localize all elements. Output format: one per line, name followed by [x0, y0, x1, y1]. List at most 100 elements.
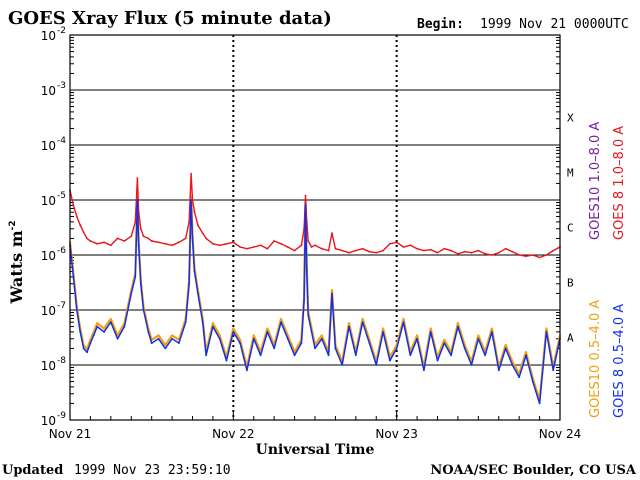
series-goes8-short-line-point [327, 354, 330, 357]
series-goes8-short-line-point [300, 342, 303, 344]
series-goes8-short-line-point [307, 314, 310, 317]
data-series [68, 172, 562, 405]
y-axis-label-text: Watts m [7, 230, 26, 304]
series-goes8-long-line-point [239, 246, 242, 248]
series-goes8-short-line-point [429, 331, 432, 333]
series-goes10-short-line-point [361, 318, 364, 320]
series-goes10-short-line-point [280, 318, 282, 320]
y-tick-label: 10 [41, 194, 56, 208]
series-goes8-short-line-point [305, 270, 308, 273]
series-goes10-short-line-point [239, 338, 242, 341]
series-goes8-long-line-point [436, 251, 439, 254]
series-goes8-short-line-point [361, 321, 364, 324]
series-goes8-long-line-point [96, 242, 99, 245]
series-goes8-short-line-point [201, 321, 204, 324]
series-goes8-short-line-point [205, 354, 208, 357]
series-goes8-short-line-point [304, 204, 307, 207]
x-tick-label: Nov 21 [49, 427, 92, 441]
series-goes8-short-line-point [293, 354, 296, 357]
series-goes10-short-line-point [157, 334, 160, 337]
series-goes8-short-line-point [197, 292, 199, 295]
series-goes8-short-line-point [139, 282, 142, 285]
series-goes8-long-line-point [190, 172, 193, 175]
series-goes10-short-line [68, 195, 562, 402]
series-goes8-short-line-point [142, 309, 145, 311]
series-goes8-short-line-point [334, 347, 337, 350]
series-goes8-long-line-point [334, 247, 337, 250]
x-tick-label: Nov 24 [539, 427, 582, 441]
series-goes8-long-line-point [201, 232, 204, 235]
series-goes8-long-line-point [225, 242, 228, 245]
series-goes8-short-line-point [225, 359, 228, 362]
series-goes8-short-line-point [72, 276, 75, 278]
series-goes10-short-line-point [171, 334, 174, 337]
series-goes8-long-line-point [545, 254, 548, 256]
series-goes8-short-line-point [246, 369, 248, 372]
series-goes8-short-line-point [531, 380, 534, 383]
legend-long: GOES10 1.0–8.0 A [588, 122, 603, 240]
begin-label: Begin: [417, 17, 464, 32]
series-goes8-short-line-point [320, 337, 323, 340]
series-goes8-long-line-point [389, 242, 391, 245]
y-tick-exponent: -8 [57, 356, 66, 366]
flare-class-b: B [567, 277, 574, 290]
y-tick-label: 10 [41, 84, 56, 98]
series-goes8-short-line-point [150, 342, 153, 344]
series-goes8-short-line-point [382, 331, 384, 333]
series-goes8-long-line-point [538, 256, 541, 259]
series-goes8-long-line-point [86, 237, 88, 240]
flare-class-x: X [567, 112, 574, 125]
series-goes8-long-line-point [273, 240, 276, 242]
series-goes8-short-line-point [191, 237, 194, 240]
series-goes8-short-line-point [96, 325, 99, 328]
series-goes8-long-line-point [232, 241, 235, 244]
x-tick-label: Nov 23 [375, 427, 418, 441]
svg-text:Watts m-2: Watts m-2 [7, 220, 26, 304]
y-axis-label-superscript: -2 [8, 220, 18, 230]
series-goes8-short-line-point [109, 321, 112, 324]
series-goes8-short-line-point [79, 331, 82, 333]
series-goes10-short-line-point [320, 334, 323, 337]
series-goes8-long-line-point [218, 244, 221, 247]
series-goes8-long-line-point [470, 251, 473, 254]
y-tick-label: 10 [41, 29, 56, 43]
series-goes8-short-line-point [286, 337, 289, 340]
series-goes8-long-line-point [320, 247, 323, 250]
series-goes8-short-line-point [484, 354, 486, 357]
series-goes8-long-line-point [103, 241, 105, 244]
begin-value: 1999 Nov 21 0000UTC [480, 17, 629, 32]
series-goes8-long-line-point [450, 249, 452, 252]
y-tick-label: 10 [41, 304, 56, 318]
plot-frame [69, 34, 561, 421]
series-goes8-long-line-point [193, 211, 196, 214]
series-goes8-long-line-point [463, 250, 466, 253]
flare-class-c: C [567, 222, 574, 235]
series-goes10-short-line-point [416, 334, 418, 337]
series-goes10-short-line-point [491, 327, 493, 330]
legend-goes10-short: GOES10 0.5–4.0 A [588, 300, 603, 418]
series-goes8-long-line-point [348, 251, 350, 254]
y-tick-exponent: -6 [57, 246, 66, 256]
y-tick-exponent: -4 [57, 136, 66, 146]
series-goes8-short-line-point [212, 325, 214, 328]
series-goes8-short-line-point [368, 342, 371, 344]
series-goes8-long-line-point [134, 221, 137, 223]
series-goes8-long-line-point [402, 246, 405, 248]
series-goes8-long-line-point [205, 237, 208, 240]
series-goes8-long-line-point [331, 232, 333, 235]
series-goes8-long-line-point [525, 255, 527, 258]
series-goes8-short-line-point [134, 276, 137, 278]
y-tick-exponent: -2 [57, 26, 66, 36]
series-goes8-short-line-point [75, 309, 78, 311]
series-goes8-long-line-point [89, 240, 92, 242]
series-goes8-short-line-point [103, 331, 105, 333]
series-goes8-long-line-point [409, 244, 412, 247]
flare-class-labels: X M C B A [567, 112, 574, 345]
series-goes8-long-line-point [246, 247, 248, 250]
series-goes8-long-line-point [429, 248, 432, 251]
series-goes8-long-line-point [368, 250, 371, 253]
series-goes8-long-line-point [395, 241, 398, 244]
series-goes8-short-line [69, 199, 561, 405]
series-goes8-short-line-point [443, 342, 446, 344]
series-goes10-short-line-point [525, 351, 527, 353]
